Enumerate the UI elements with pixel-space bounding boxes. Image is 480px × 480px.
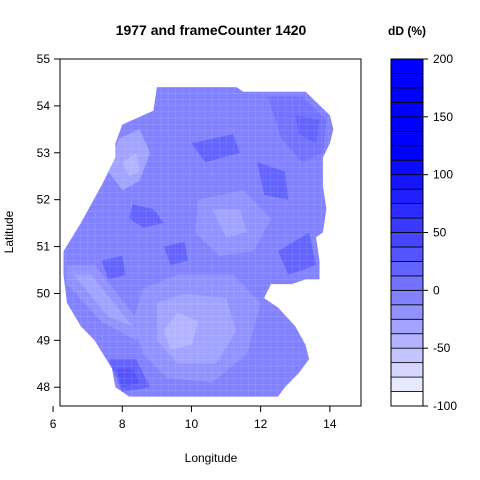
y-tick-label: 50: [37, 286, 51, 300]
y-tick-label: 54: [37, 99, 51, 113]
legend-tick-label: 100: [433, 168, 453, 182]
chart-title: 1977 and frameCounter 1420: [116, 22, 307, 38]
color-legend: -100 -50 0 50 100 150 200: [390, 52, 457, 413]
legend-tick-label: -50: [433, 341, 451, 355]
legend-swatch: [390, 188, 424, 204]
legend-swatch: [390, 116, 424, 132]
legend-title: dD (%): [388, 24, 426, 38]
legend-tick-label: 200: [433, 52, 453, 66]
legend-tick-label: 50: [433, 226, 447, 240]
legend-swatch: [390, 87, 424, 103]
x-axis-label: Longitude: [185, 451, 238, 465]
y-axis: 48 49 50 51 52 53 54 55: [37, 52, 60, 394]
y-tick-label: 49: [37, 333, 51, 347]
legend-swatch: [390, 101, 424, 118]
legend-swatch: [390, 73, 424, 89]
legend-swatch: [390, 362, 424, 378]
x-axis: 6 8 10 12 14: [50, 406, 337, 431]
legend-swatch: [390, 203, 424, 219]
map-area: [63, 87, 334, 397]
y-tick-label: 53: [37, 146, 51, 160]
x-tick-label: 12: [254, 417, 268, 431]
legend-tick-label: -100: [433, 399, 457, 413]
legend-swatch: [390, 232, 424, 248]
legend-swatch: [390, 318, 424, 335]
legend-swatch: [390, 289, 424, 306]
legend-swatch: [390, 275, 424, 291]
legend-swatch: [390, 145, 424, 161]
legend-swatch: [390, 246, 424, 262]
y-tick-label: 48: [37, 380, 51, 394]
x-tick-label: 10: [185, 417, 199, 431]
x-tick-label: 14: [323, 417, 337, 431]
legend-swatch: [390, 347, 424, 364]
legend-swatch: [390, 217, 424, 233]
legend-swatch: [390, 58, 424, 74]
legend-swatch: [390, 174, 424, 190]
legend-swatch: [390, 130, 424, 147]
y-tick-label: 55: [37, 52, 51, 66]
sample-grid-overlay: [63, 87, 334, 397]
legend-swatch: [390, 391, 424, 407]
y-tick-label: 52: [37, 193, 51, 207]
x-tick-label: 6: [50, 417, 57, 431]
legend-swatch: [390, 333, 424, 349]
legend-tick-label: 0: [433, 283, 440, 297]
plot-frame: [59, 58, 362, 407]
y-axis-label: Latitude: [2, 210, 16, 253]
legend-tick-label: 150: [433, 110, 453, 124]
legend-swatch: [390, 159, 424, 176]
legend-swatch: [390, 376, 424, 392]
legend-swatch: [390, 261, 424, 277]
x-tick-label: 8: [119, 417, 126, 431]
legend-swatch: [390, 304, 424, 320]
y-tick-label: 51: [37, 240, 51, 254]
